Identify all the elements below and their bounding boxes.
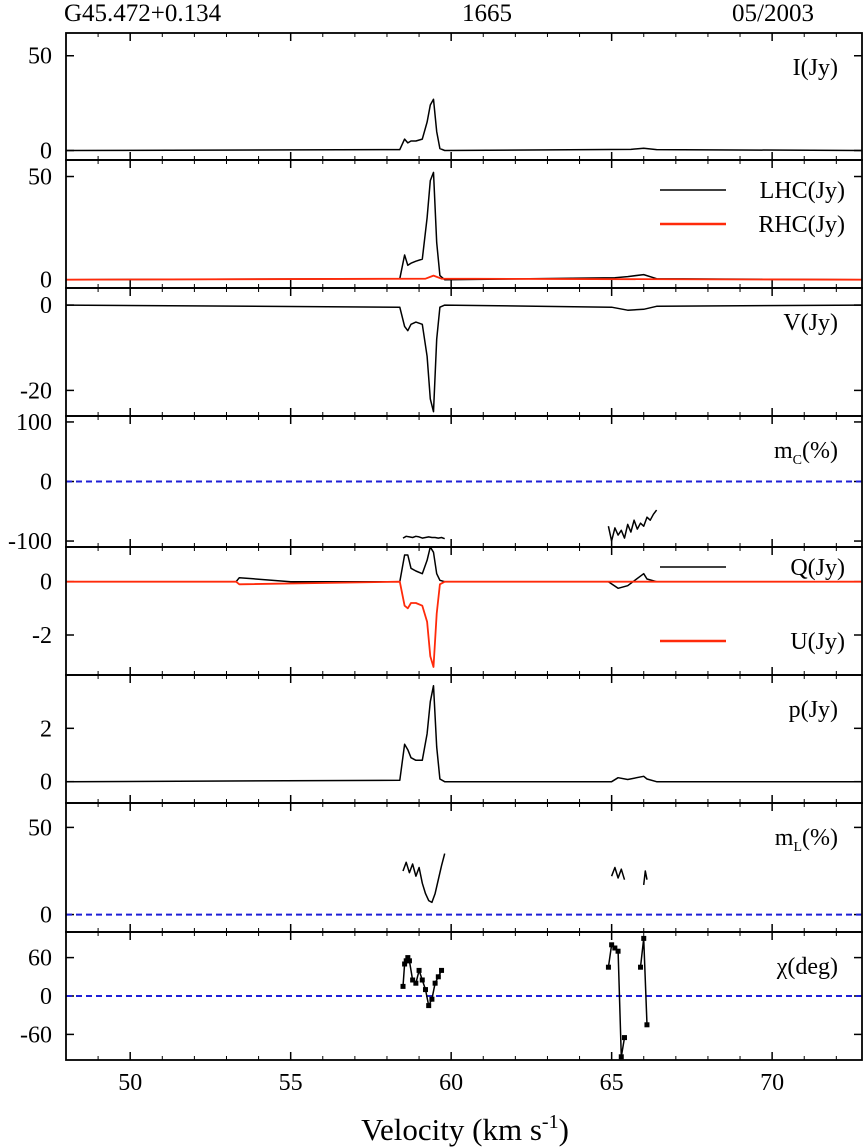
y-tick-label: 0 (40, 770, 52, 796)
data-point (439, 967, 445, 973)
u-line (66, 580, 862, 668)
panel-i-label: I(Jy) (793, 55, 838, 81)
legend-label-u: U(Jy) (790, 629, 845, 655)
panel-q-u-frame (65, 546, 863, 676)
y-tick-label: 0 (40, 570, 52, 596)
data-point (422, 987, 428, 993)
data-point (621, 1035, 627, 1041)
y-tick-label: 2 (40, 716, 52, 742)
data-point (612, 945, 618, 951)
data-point (435, 974, 441, 980)
data-point (618, 1054, 624, 1060)
series-0-line (402, 535, 445, 540)
panel-p-frame (65, 674, 863, 804)
data-point (419, 977, 425, 983)
series-0-line (66, 684, 862, 783)
data-point (605, 964, 611, 970)
series-1-line (610, 866, 626, 880)
y-tick-label: 0 (40, 470, 52, 496)
panel-ml-label: mL(%) (775, 825, 838, 855)
series-0-line (66, 98, 862, 152)
data-point (402, 961, 408, 967)
y-tick-label: 100 (16, 410, 52, 436)
panel-mc-label: mC(%) (774, 438, 838, 468)
panel-chi-label: χ(deg) (776, 954, 838, 980)
x-tick-label: 60 (439, 1070, 463, 1096)
data-point (432, 980, 438, 986)
series-0-line (66, 304, 862, 413)
panel-p-label: p(Jy) (789, 697, 838, 723)
panel-ml-frame (65, 802, 863, 933)
lhc-line (66, 171, 862, 281)
data-point (406, 958, 412, 964)
data-point (644, 1022, 650, 1028)
x-tick-label: 65 (600, 1070, 624, 1096)
data-point (416, 967, 422, 973)
y-tick-label: 50 (28, 165, 52, 191)
series-1-line (607, 509, 658, 542)
data-point (426, 1003, 432, 1009)
panel-i-frame (65, 32, 863, 161)
y-tick-label: 50 (28, 815, 52, 841)
x-tick-label: 55 (279, 1070, 303, 1096)
panel-lhc-rhc-frame (65, 159, 863, 289)
y-tick-label: 0 (40, 984, 52, 1010)
data-point (400, 983, 406, 989)
rhc-line (66, 274, 862, 281)
x-tick-label: 70 (760, 1070, 784, 1096)
x-axis-title: Velocity (km s-1) (361, 1111, 569, 1147)
series-2-line (642, 870, 648, 885)
legend-label-rhc: RHC(Jy) (758, 212, 845, 238)
y-tick-label: -100 (8, 529, 52, 555)
x-tick-label: 50 (118, 1070, 142, 1096)
legend-label-q: Q(Jy) (790, 555, 845, 581)
legend-label-lhc: LHC(Jy) (760, 178, 845, 204)
data-point (638, 964, 644, 970)
data-point (403, 958, 409, 964)
panel-v-frame (65, 287, 863, 417)
data-point (609, 942, 615, 948)
data-point (641, 935, 647, 941)
y-tick-label: 0 (40, 268, 52, 294)
data-point (405, 955, 411, 961)
y-tick-label: 50 (28, 44, 52, 70)
data-point (429, 996, 435, 1002)
data-point (615, 948, 621, 954)
y-tick-label: -20 (20, 378, 52, 404)
source-name: G45.472+0.134 (64, 0, 222, 27)
epoch-date: 05/2003 (732, 0, 814, 27)
y-tick-label: -2 (32, 623, 52, 649)
series-2-line (639, 937, 648, 1025)
y-tick-label: 0 (40, 139, 52, 165)
data-point (410, 977, 416, 983)
frequency-label: 1665 (462, 0, 512, 27)
series-0-line (402, 853, 446, 904)
y-tick-label: 0 (40, 903, 52, 929)
y-tick-label: 60 (28, 946, 52, 972)
panel-mc-frame (65, 415, 863, 548)
y-tick-label: 0 (40, 293, 52, 319)
panel-chi-frame (65, 931, 863, 1061)
y-tick-label: -60 (20, 1022, 52, 1048)
panel-v-label: V(Jy) (783, 310, 838, 336)
data-point (413, 980, 419, 986)
